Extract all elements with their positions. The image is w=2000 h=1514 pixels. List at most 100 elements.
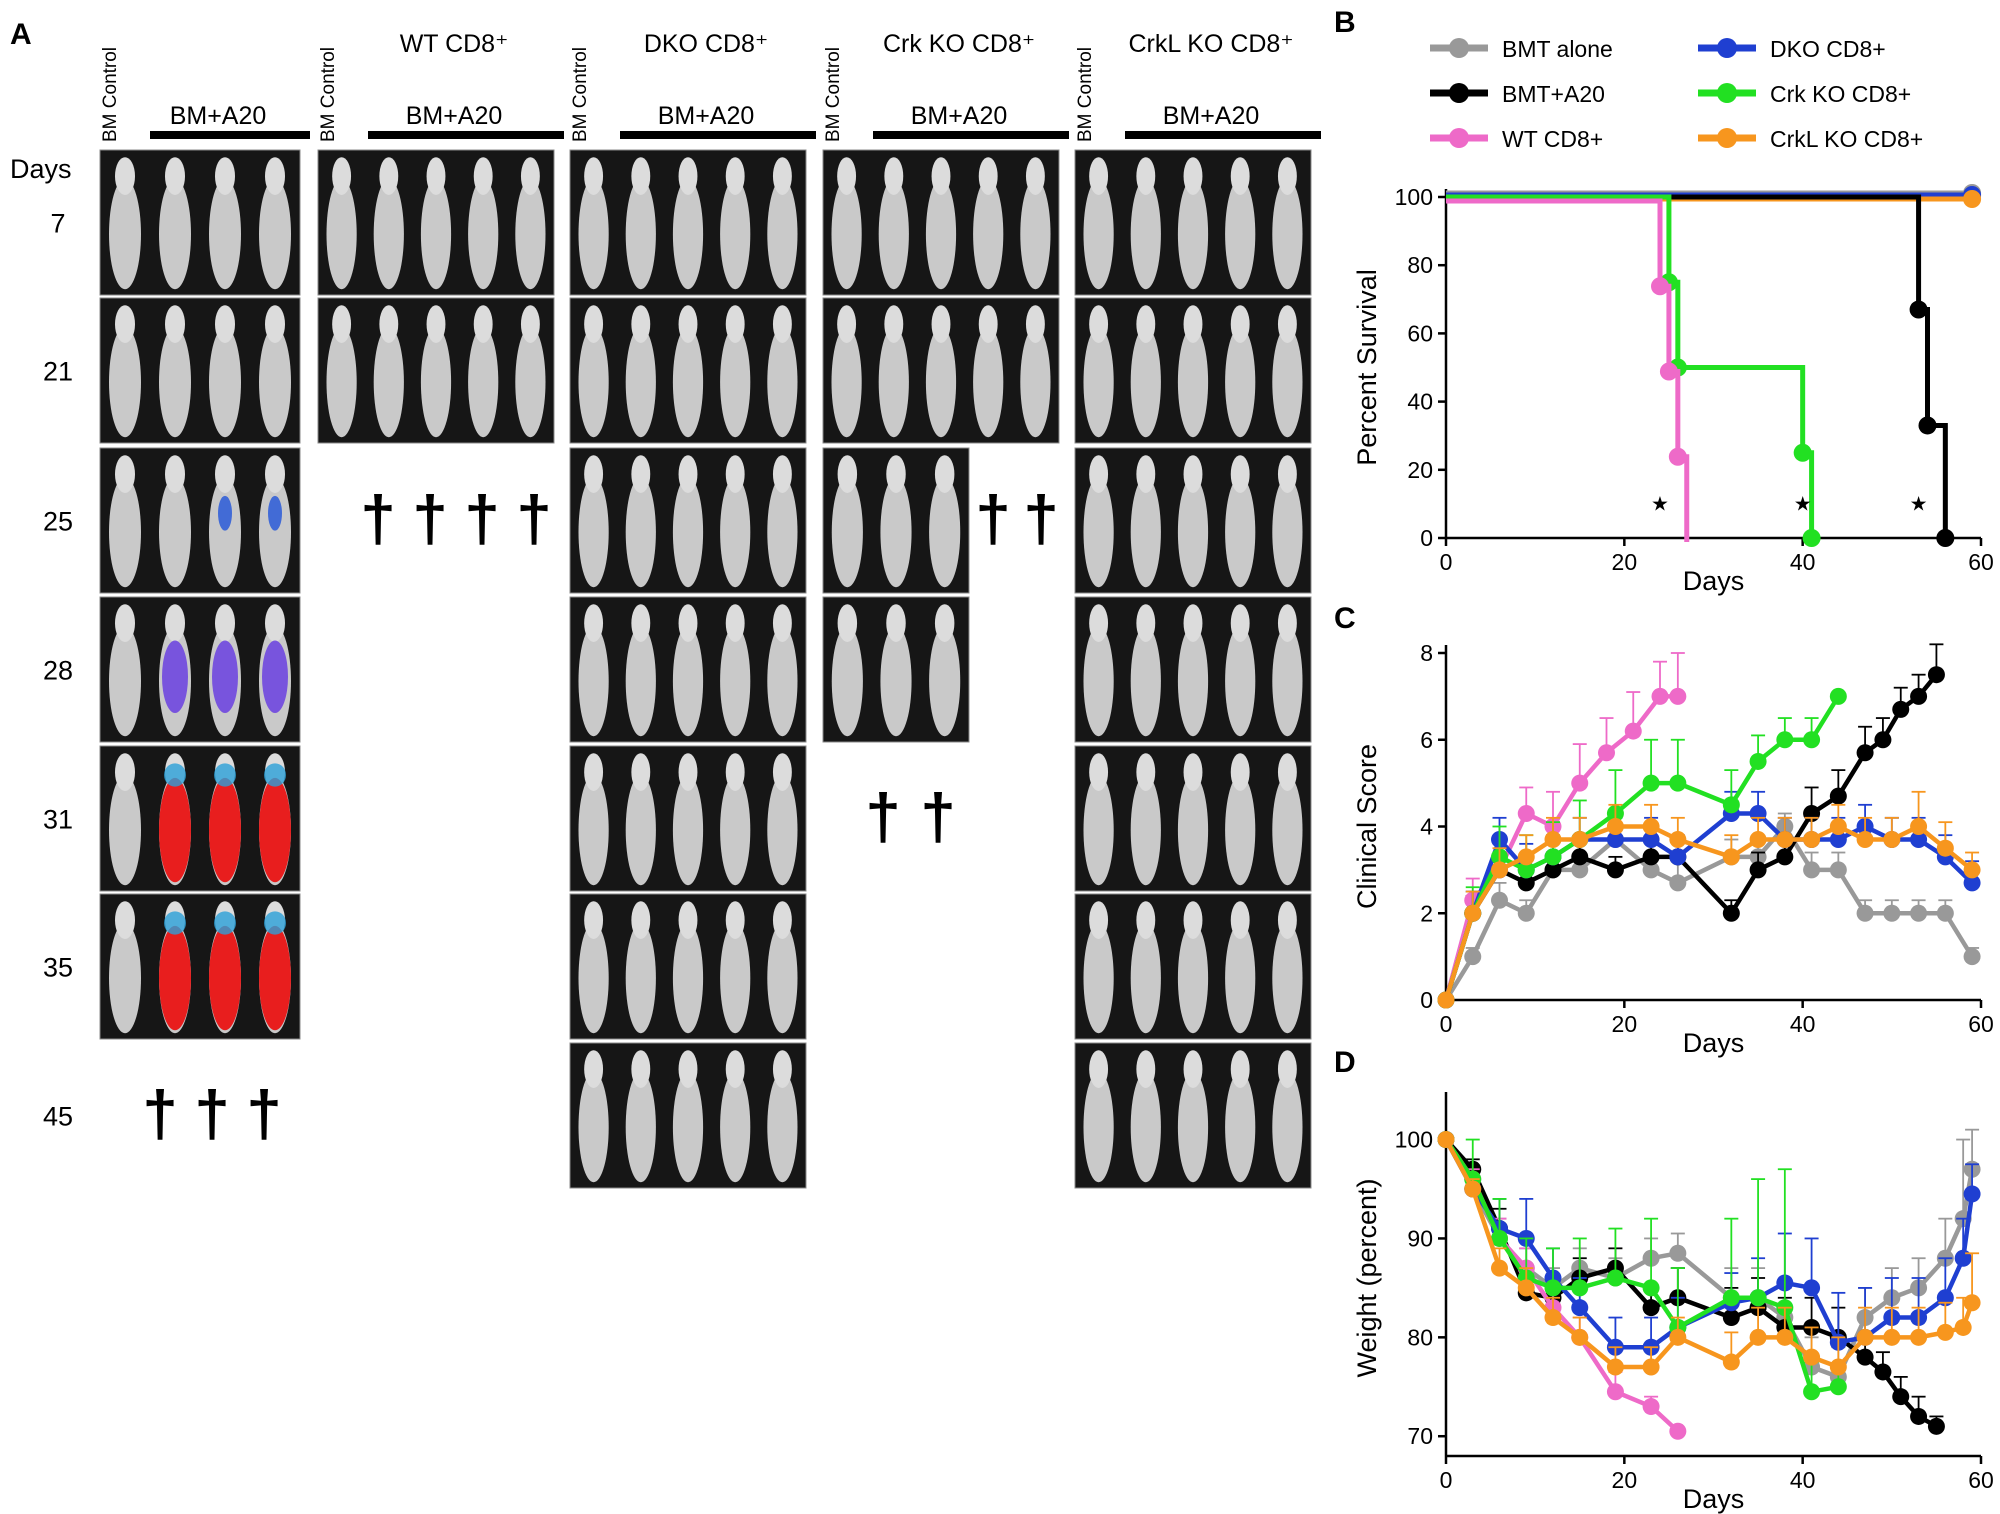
data-point [1606, 1358, 1624, 1376]
mouse-head [837, 455, 858, 493]
series-wt-cd8- [1446, 198, 1690, 542]
mouse-body [880, 476, 912, 588]
mouse-head [837, 604, 858, 642]
mouse-body [1130, 923, 1161, 1034]
y-axis-label: Weight (percent) [1352, 1178, 1382, 1377]
mouse-head [115, 604, 135, 642]
mouse-head [584, 753, 604, 791]
tumor-signal [159, 777, 191, 883]
data-point [1749, 1289, 1767, 1307]
legend-label: WT CD8+ [1502, 126, 1603, 152]
mouse-head [426, 157, 446, 195]
mouse-head [115, 455, 135, 493]
mouse-body [672, 179, 704, 290]
tumor-signal [262, 640, 288, 713]
legend-marker [1449, 128, 1469, 148]
day-label: 28 [43, 656, 73, 686]
group-bracket-bar [368, 131, 564, 139]
mouse-head [772, 157, 792, 195]
data-point [1722, 1309, 1740, 1327]
mouse-head [1136, 455, 1156, 493]
mouse-body [1225, 923, 1256, 1034]
mouse-head [1183, 753, 1203, 791]
mouse-head [725, 604, 745, 642]
mouse-head [215, 157, 235, 195]
data-point [1642, 861, 1660, 879]
data-point [1517, 848, 1535, 866]
tumor-signal-edge [164, 763, 186, 787]
mouse-head [332, 305, 352, 343]
mouse-head [631, 753, 651, 791]
mouse-head [772, 455, 792, 493]
survival-line [1446, 194, 1815, 538]
data-point [1517, 804, 1535, 822]
mouse-head [1089, 901, 1109, 939]
group-title-line2: BM+A20 [406, 102, 503, 130]
mouse-head [1277, 604, 1297, 642]
mouse-head [678, 901, 698, 939]
data-point [1954, 1318, 1972, 1336]
group-bracket-bar [873, 131, 1069, 139]
mouse-head [725, 455, 745, 493]
survival-point [1668, 447, 1687, 466]
data-point [1642, 831, 1660, 849]
tumor-signal [209, 777, 241, 883]
data-point [1874, 731, 1892, 749]
y-tick-label: 8 [1420, 640, 1433, 666]
data-point [1571, 1299, 1589, 1317]
mouse-head [725, 753, 745, 791]
group-title-line1: Crk KO CD8⁺ [883, 30, 1035, 58]
mouse-body [159, 179, 191, 290]
mouse-body [720, 1072, 751, 1183]
mouse-head [931, 305, 951, 343]
y-tick-label: 2 [1420, 900, 1433, 926]
data-point [1963, 874, 1981, 892]
mouse-body [1272, 1072, 1303, 1183]
data-point [1722, 796, 1740, 814]
mouse-head [678, 305, 698, 343]
day-label: 45 [43, 1102, 73, 1132]
y-tick-label: 4 [1420, 814, 1433, 840]
mouse-body [1130, 1072, 1161, 1183]
death-dagger: † [142, 1078, 178, 1150]
data-point [1829, 831, 1847, 849]
death-dagger: † [865, 781, 901, 853]
mouse-body [1083, 923, 1114, 1034]
data-point [1874, 1363, 1892, 1381]
mouse-head [1183, 1050, 1203, 1088]
mouse-body [109, 775, 141, 886]
mouse-body [1083, 476, 1114, 588]
mouse-body [767, 179, 798, 290]
mouse-head [115, 901, 135, 939]
death-dagger: † [360, 483, 396, 555]
group-title-line1: DKO CD8⁺ [644, 30, 768, 58]
data-point [1803, 1348, 1821, 1366]
death-dagger: † [246, 1078, 282, 1150]
day-label: 35 [43, 953, 73, 983]
mouse-body [1225, 327, 1256, 438]
data-point [1883, 831, 1901, 849]
mouse-head [473, 305, 493, 343]
mouse-body [672, 1072, 704, 1183]
mouse-body [159, 327, 191, 438]
mouse-head [1277, 753, 1297, 791]
x-tick-label: 40 [1790, 1011, 1816, 1037]
y-tick-label: 6 [1420, 727, 1433, 753]
mouse-head [837, 305, 857, 343]
data-point [1669, 831, 1687, 849]
mouse-body [625, 327, 656, 438]
data-point [1963, 861, 1981, 879]
x-tick-label: 60 [1968, 1011, 1994, 1037]
mouse-head [426, 305, 446, 343]
data-point [1606, 831, 1624, 849]
data-point [1642, 774, 1660, 792]
mouse-head [1089, 1050, 1109, 1088]
data-point [1927, 1417, 1945, 1435]
mouse-head [1183, 604, 1203, 642]
tumor-signal [162, 640, 188, 713]
data-point [1722, 1353, 1740, 1371]
legend-entry: WT CD8+ [1430, 126, 1603, 152]
survival-point [1802, 529, 1821, 547]
data-point [1892, 700, 1910, 718]
